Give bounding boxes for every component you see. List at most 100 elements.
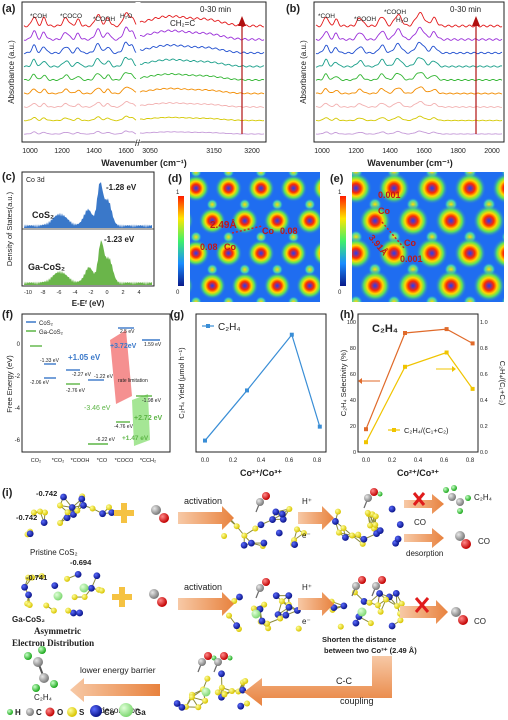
oxygen-atom xyxy=(262,492,270,500)
cobalt-atom xyxy=(285,603,293,611)
legend-co-label: Co xyxy=(104,708,115,717)
sulfur-atom xyxy=(264,620,271,627)
element-legend: H C O S Co Ga xyxy=(7,703,146,717)
co-molecule-icon-2 xyxy=(149,589,167,607)
sulfur-atom xyxy=(37,508,44,515)
cobalt-atom xyxy=(93,572,101,580)
sulfur-atom xyxy=(214,689,221,696)
panel-f-frame xyxy=(21,313,171,453)
charge-label-e-1: 0.001 xyxy=(378,190,401,200)
cobalt-atom xyxy=(26,530,34,538)
spectrum-line-8 xyxy=(24,130,137,135)
tick-h-yl80: 80 xyxy=(350,346,356,352)
tick-g-x3: 0.6 xyxy=(285,458,294,464)
density-blob xyxy=(312,240,320,266)
tick-b-1400: 1400 xyxy=(382,148,398,155)
cobalt-atom xyxy=(291,541,299,548)
tick-h-x3: 0.6 xyxy=(440,458,449,464)
sulfur-atom xyxy=(382,596,389,603)
density-blob-small xyxy=(463,295,477,302)
ga-level-4: -1.98 eV xyxy=(142,398,162,404)
panel-g-xlabel: Co²⁺/Co³⁺ xyxy=(240,468,282,478)
legend-ga-label: Ga xyxy=(135,708,146,717)
spectrum-line-1 xyxy=(23,26,137,41)
density-blob xyxy=(198,272,226,300)
tick-a-3150: 3150 xyxy=(206,148,222,155)
colorbar-e-max: 1 xyxy=(338,190,342,196)
panel-c-letter: (c) xyxy=(2,171,16,183)
cobalt-atom xyxy=(236,593,243,601)
legend-g-marker xyxy=(206,324,210,328)
tick-h-yr4: 0.8 xyxy=(480,346,488,352)
density-blob xyxy=(296,207,320,235)
co-label-1: CO xyxy=(414,518,426,527)
density-blob xyxy=(416,172,448,205)
step-co: *CO xyxy=(97,458,108,464)
tick-h-yr3: 0.6 xyxy=(480,372,488,378)
step-co2: CO₂ xyxy=(31,458,41,464)
density-blob xyxy=(359,204,391,237)
charge-label-e-2: 0.001 xyxy=(400,254,423,264)
sulfur-atom xyxy=(294,526,301,533)
density-blob xyxy=(378,237,410,270)
cobalt-atom xyxy=(21,583,29,591)
tick-h-yl20: 20 xyxy=(350,424,356,430)
barrier-3: +2.72 eV xyxy=(134,415,163,422)
co-desorbed-icon xyxy=(455,531,471,549)
peak-b-h2o: H₂O xyxy=(396,17,408,24)
density-blob xyxy=(321,140,353,172)
spectrum-line-3 xyxy=(139,58,265,68)
density-blob xyxy=(492,302,508,334)
tick-c-m2: -2 xyxy=(89,290,94,296)
legend-h-icon xyxy=(7,709,13,715)
cobalt-atom xyxy=(237,702,245,710)
chart-h-ratio-point-2 xyxy=(444,350,449,355)
cobalt-atom xyxy=(330,604,338,612)
hplus-1: H⁺ xyxy=(302,497,312,506)
panel-b-spectra xyxy=(315,11,503,135)
spectrum-line-4 xyxy=(23,72,137,81)
tick-c-m6: -6 xyxy=(57,290,62,296)
sulfur-atom xyxy=(397,617,404,624)
panel-a-spectra xyxy=(23,12,265,135)
cobalt-atom xyxy=(68,504,76,511)
sulfur-atom xyxy=(300,530,307,537)
density-blob xyxy=(263,272,291,300)
cobalt-atom xyxy=(388,622,396,630)
gallium-atom xyxy=(201,687,211,697)
eminus-2: e⁻ xyxy=(302,617,311,626)
panel-c: (c) Co 3d -1.28 eV CoS₂ -1.23 eV Ga-CoS₂… xyxy=(2,171,155,308)
spectrum-line-6 xyxy=(23,101,137,108)
cobalt-atom xyxy=(74,570,82,578)
tick-h-yr5: 1.0 xyxy=(480,320,488,326)
tick-c-2: 2 xyxy=(121,290,124,296)
dos-top-label: CoS₂ xyxy=(32,210,54,220)
cos2-level-6: 1.59 eV xyxy=(144,342,162,348)
peak-b-cooh-2: *COOH xyxy=(384,9,406,16)
spectrum-line-5 xyxy=(139,87,265,95)
charge-bot-1: -0.741 xyxy=(26,573,47,582)
step-cooh: *COOH xyxy=(71,458,90,464)
density-blob xyxy=(247,239,275,267)
density-blob xyxy=(264,142,291,169)
tick-a-1400: 1400 xyxy=(86,148,102,155)
sulfur-atom xyxy=(25,574,32,581)
panel-e-letter: (e) xyxy=(330,173,344,185)
density-blob xyxy=(454,302,486,334)
cobalt-atom xyxy=(60,493,67,501)
carbon-atom xyxy=(214,658,222,666)
legend-o-icon xyxy=(45,707,55,717)
panel-d-letter: (d) xyxy=(168,173,182,185)
panel-g: (g) C₂H₄ C₂H₄ Yield (μmol h⁻¹) Co²⁺/Co³⁺… xyxy=(170,309,327,478)
sulfur-atom xyxy=(221,691,228,698)
gallium-atom xyxy=(79,583,89,593)
chart-g-line xyxy=(204,333,321,441)
cos2-level-7: -1.22 eV xyxy=(94,374,114,380)
density-blobs-e xyxy=(321,140,508,334)
sulfur-atom xyxy=(74,507,81,514)
co-label-2: CO xyxy=(478,537,490,546)
chart-h-ratio-point-1 xyxy=(403,364,407,369)
co-co-distance-line-d xyxy=(231,225,263,234)
cobalt-atom xyxy=(285,592,293,600)
